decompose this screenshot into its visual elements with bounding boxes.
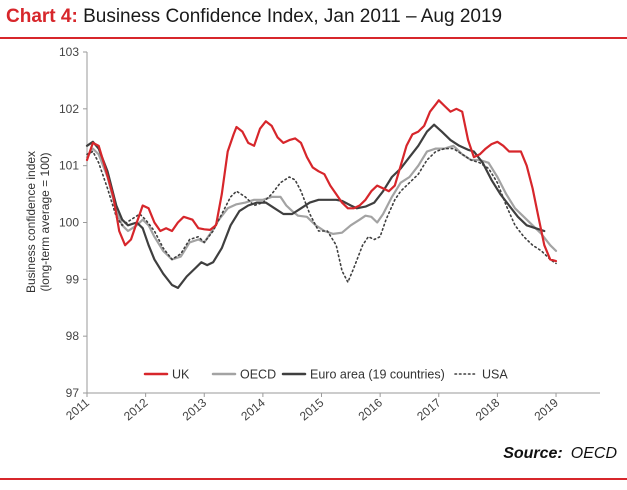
- series-lines: [85, 99, 558, 289]
- series-line-oecd: [85, 144, 558, 261]
- x-tick-label: 2015: [297, 395, 327, 423]
- x-tick-label: 2014: [238, 395, 268, 423]
- series-line-euro-area-19-countries: [85, 123, 546, 289]
- chart-number: Chart 4:: [6, 6, 78, 27]
- x-tick-label: 2012: [121, 395, 151, 423]
- bottom-rule: [0, 478, 627, 480]
- y-tick-label: 102: [59, 102, 79, 116]
- legend-label-euro-area-19-countries: Euro area (19 countries): [310, 368, 445, 382]
- y-axis-title-line1: Business confidence index: [24, 151, 38, 293]
- legend-label-usa: USA: [482, 368, 508, 382]
- y-tick-label: 101: [59, 159, 79, 173]
- legend: UK OECD Euro area (19 countries) USA: [143, 368, 508, 382]
- y-axis-title-line2: (long-term average = 100): [38, 152, 52, 291]
- y-tick-label: 103: [59, 45, 79, 59]
- chart-title: Chart 4: Business Confidence Index, Jan …: [6, 4, 502, 30]
- x-tick-label: 2016: [356, 395, 386, 423]
- legend-label-oecd: OECD: [240, 368, 276, 382]
- chart-title-text: Business Confidence Index, Jan 2011 – Au…: [83, 6, 503, 27]
- y-axis-title: Business confidence index (long-term ave…: [24, 151, 52, 293]
- x-tick-label: 2013: [180, 395, 210, 423]
- source-value: OECD: [570, 445, 617, 462]
- legend-label-uk: UK: [172, 368, 190, 382]
- source-note: Source: OECD: [503, 445, 617, 463]
- title-rule: [0, 37, 627, 39]
- y-tick-label: 98: [66, 329, 80, 343]
- series-line-uk: [85, 99, 558, 263]
- series-line-usa: [86, 147, 557, 283]
- y-tick-label: 99: [66, 272, 80, 286]
- y-tick-label: 97: [66, 386, 80, 400]
- y-tick-label: 100: [59, 216, 79, 230]
- x-tick-label: 2018: [473, 395, 503, 423]
- x-tick-label: 2017: [414, 395, 444, 423]
- source-label: Source:: [503, 445, 563, 462]
- x-tick-label: 2019: [532, 395, 562, 423]
